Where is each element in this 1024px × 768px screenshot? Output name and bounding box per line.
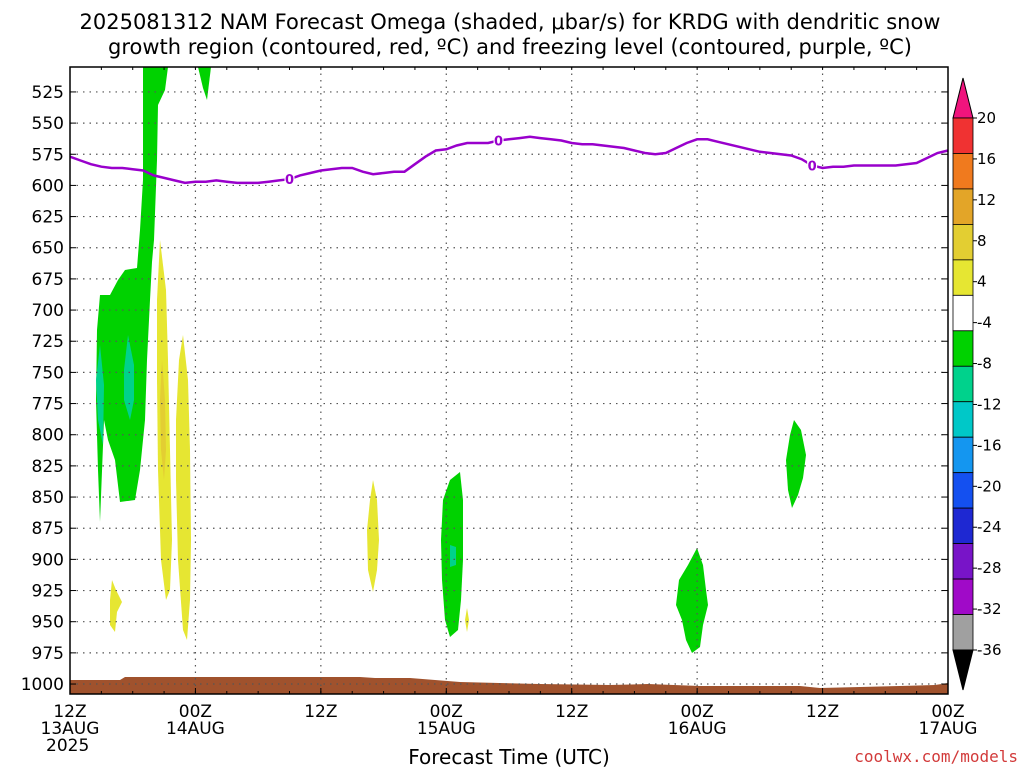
colorbar-label: -4 bbox=[977, 314, 992, 332]
plot-area bbox=[70, 67, 948, 694]
colorbar-block bbox=[952, 330, 974, 367]
omega-region-orange-1 bbox=[160, 360, 166, 480]
x-tick-label: 12Z bbox=[555, 702, 588, 722]
y-tick-label: 725 bbox=[32, 332, 64, 352]
surface-terrain bbox=[70, 677, 948, 694]
omega-shading bbox=[96, 67, 806, 653]
y-tick-label: 850 bbox=[32, 488, 64, 508]
freezing-label-bg bbox=[807, 158, 818, 173]
freezing-level-contour: 0 0 0 bbox=[69, 133, 949, 188]
freezing-level-label: 0 bbox=[808, 159, 817, 174]
omega-region-teal-2 bbox=[96, 345, 104, 445]
colorbar-label: 16 bbox=[977, 150, 996, 168]
colorbar-label: 4 bbox=[977, 273, 987, 291]
freezing-level-label: 0 bbox=[494, 135, 503, 150]
y-tick-label: 650 bbox=[32, 239, 64, 259]
omega-region-yellow-2 bbox=[176, 335, 191, 640]
y-tick-label: 975 bbox=[32, 644, 64, 664]
colorbar-label: -8 bbox=[977, 355, 992, 373]
y-tick-label: 700 bbox=[32, 301, 64, 321]
omega-region-green-4 bbox=[676, 548, 708, 653]
colorbar-label: -12 bbox=[977, 395, 1002, 413]
omega-region-teal-3 bbox=[450, 545, 456, 567]
grid-lines bbox=[70, 67, 948, 694]
y-tick-label: 550 bbox=[32, 114, 64, 134]
colorbar-block bbox=[952, 543, 974, 580]
y-axis: 525 550 575 600 625 650 675 700 725 750 775 800 825 8… bbox=[21, 83, 948, 695]
x-tick-label: 2025 bbox=[46, 736, 89, 756]
credit-text: coolwx.com/models bbox=[854, 747, 1018, 766]
chart-title-line-2: growth region (contoured, red, ºC) and f… bbox=[108, 35, 912, 59]
x-tick-label: 16AUG bbox=[668, 719, 727, 739]
y-tick-label: 750 bbox=[32, 363, 64, 383]
chart-title-line-1: 2025081312 NAM Forecast Omega (shaded, μ… bbox=[80, 10, 941, 34]
freezing-label-bg bbox=[284, 172, 295, 187]
colorbar-label: 8 bbox=[977, 232, 987, 250]
colorbar-label: -20 bbox=[977, 477, 1002, 495]
colorbar-label: -32 bbox=[977, 600, 1002, 618]
x-tick-label: 14AUG bbox=[166, 719, 225, 739]
x-axis-label: Forecast Time (UTC) bbox=[408, 745, 610, 768]
colorbar-block bbox=[952, 614, 974, 651]
colorbar-block bbox=[952, 259, 974, 296]
freezing-level-line bbox=[69, 135, 949, 185]
colorbar-top-arrow bbox=[952, 77, 974, 119]
colorbar-block bbox=[952, 472, 974, 509]
colorbar-block bbox=[952, 153, 974, 190]
x-tick-label: 12Z bbox=[806, 702, 839, 722]
y-tick-label: 1000 bbox=[21, 675, 64, 695]
colorbar-block bbox=[952, 294, 974, 332]
colorbar: 20 16 12 8 4 -4 -8 -12 -16 -20 -24 -28 -32 -36 bbox=[952, 77, 1002, 691]
y-tick-label: 575 bbox=[32, 145, 64, 165]
freezing-level-label: 0 bbox=[285, 173, 294, 188]
colorbar-bottom-arrow bbox=[952, 649, 974, 691]
y-tick-label: 625 bbox=[32, 208, 64, 228]
colorbar-block bbox=[952, 578, 974, 615]
y-tick-label: 950 bbox=[32, 613, 64, 633]
colorbar-block bbox=[952, 507, 974, 544]
omega-region-yellow-4 bbox=[367, 480, 379, 592]
y-tick-label: 925 bbox=[32, 582, 64, 602]
x-tick-label: 00Z bbox=[931, 702, 964, 722]
x-tick-label: 12Z bbox=[304, 702, 337, 722]
y-tick-label: 775 bbox=[32, 395, 64, 415]
colorbar-block bbox=[952, 223, 974, 261]
colorbar-block bbox=[952, 436, 974, 474]
x-tick-label: 00Z bbox=[430, 702, 463, 722]
omega-region-yellow-5 bbox=[465, 608, 469, 632]
plot-border bbox=[69, 66, 949, 695]
y-tick-label: 825 bbox=[32, 457, 64, 477]
y-tick-label: 675 bbox=[32, 270, 64, 290]
colorbar-label: -28 bbox=[977, 559, 1002, 577]
y-tick-label: 600 bbox=[32, 176, 64, 196]
colorbar-label: -24 bbox=[977, 518, 1002, 536]
colorbar-label: 20 bbox=[977, 109, 996, 127]
colorbar-block bbox=[952, 188, 974, 225]
x-tick-label: 13AUG bbox=[41, 719, 100, 739]
x-tick-label: 00Z bbox=[681, 702, 714, 722]
colorbar-label: -36 bbox=[977, 641, 1002, 659]
x-tick-label: 17AUG bbox=[919, 719, 978, 739]
omega-region-yellow-3 bbox=[110, 580, 122, 632]
colorbar-block bbox=[952, 401, 974, 438]
omega-region-teal-1 bbox=[124, 335, 134, 420]
y-tick-label: 900 bbox=[32, 550, 64, 570]
x-tick-label: 15AUG bbox=[417, 719, 476, 739]
x-tick-label: 00Z bbox=[179, 702, 212, 722]
omega-region-green-5 bbox=[786, 420, 806, 508]
y-tick-label: 525 bbox=[32, 83, 64, 103]
colorbar-label: 12 bbox=[977, 191, 996, 209]
x-tick-label: 12Z bbox=[53, 702, 86, 722]
colorbar-block bbox=[952, 365, 974, 403]
y-tick-label: 800 bbox=[32, 426, 64, 446]
freezing-label-bg bbox=[493, 133, 504, 148]
omega-region-green-1 bbox=[96, 67, 168, 522]
y-tick-label: 875 bbox=[32, 519, 64, 539]
colorbar-label: -16 bbox=[977, 436, 1002, 454]
colorbar-block bbox=[952, 117, 974, 154]
